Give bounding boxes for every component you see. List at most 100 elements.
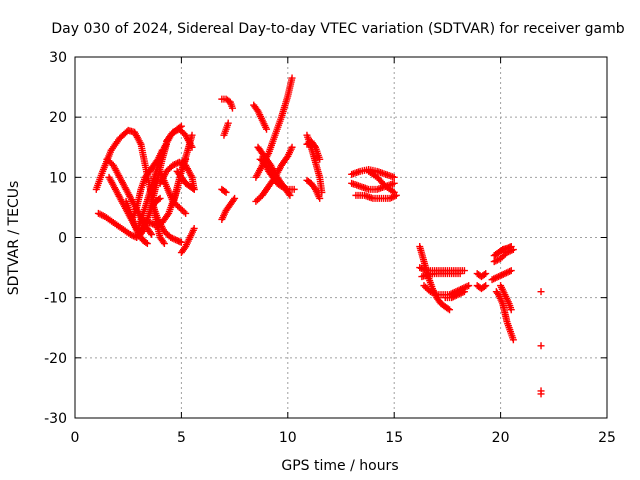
data-point-marker — [143, 240, 151, 248]
data-point-marker — [537, 288, 545, 296]
y-tick-label: 20 — [49, 110, 67, 126]
data-series-segment — [220, 119, 232, 139]
x-tick-label: 20 — [492, 430, 510, 446]
data-point-marker — [488, 276, 496, 284]
data-point-marker — [461, 283, 469, 291]
data-point-marker — [480, 283, 488, 291]
y-tick-label: 10 — [49, 170, 67, 186]
data-point-marker — [503, 249, 511, 257]
data-point-marker — [177, 238, 185, 246]
data-point-marker — [170, 127, 178, 135]
data-point-marker — [460, 267, 468, 275]
data-series-segment — [537, 390, 545, 398]
data-series-segment — [365, 167, 398, 196]
data-series-segment — [488, 267, 515, 284]
data-point-marker — [147, 219, 155, 227]
data-point-marker — [508, 246, 516, 254]
data-series-segment — [218, 95, 236, 112]
data-point-marker — [452, 291, 460, 299]
data-point-marker — [189, 184, 197, 192]
data-series-segment — [218, 194, 239, 223]
data-point-marker — [164, 211, 172, 219]
data-point-marker — [288, 143, 296, 151]
data-point-marker — [498, 271, 506, 279]
data-series-segment — [303, 176, 324, 202]
y-tick-label: -30 — [44, 411, 67, 427]
data-series-segment — [128, 146, 166, 223]
data-point-marker — [169, 161, 177, 169]
data-point-marker — [446, 306, 454, 314]
data-point-marker — [142, 239, 150, 247]
data-points — [92, 74, 545, 398]
data-point-marker — [507, 306, 515, 314]
data-point-marker — [507, 267, 515, 275]
data-point-marker — [170, 235, 178, 243]
data-point-marker — [499, 270, 507, 278]
data-point-marker — [459, 288, 467, 296]
grid-lines — [75, 57, 607, 418]
data-point-marker — [277, 182, 285, 190]
data-point-marker — [148, 230, 156, 238]
data-point-marker — [141, 216, 149, 224]
data-point-marker — [502, 269, 510, 277]
data-series-segment — [148, 197, 185, 246]
data-point-marker — [428, 288, 436, 296]
data-point-marker — [190, 224, 198, 232]
data-series-segment — [473, 282, 490, 293]
data-point-marker — [282, 185, 290, 193]
data-point-marker — [221, 187, 229, 195]
data-point-marker — [463, 282, 471, 290]
y-tick-label: 30 — [49, 50, 67, 66]
data-point-marker — [416, 264, 424, 272]
data-series-segment — [348, 166, 398, 181]
data-point-marker — [281, 184, 289, 192]
data-point-marker — [142, 217, 150, 225]
data-point-marker — [506, 267, 514, 275]
data-point-marker — [286, 191, 294, 199]
data-point-marker — [493, 256, 501, 264]
data-series-segment — [490, 246, 517, 266]
axis-ticks: 0 5 10 15 20 25 30 20 10 0 -10 -20 -30 — [44, 50, 616, 446]
x-tick-label: 10 — [279, 430, 297, 446]
data-point-marker — [170, 161, 178, 169]
data-point-marker — [168, 234, 176, 242]
data-point-marker — [480, 271, 488, 279]
x-tick-label: 0 — [71, 430, 80, 446]
data-point-marker — [417, 264, 425, 272]
data-point-marker — [155, 195, 163, 203]
data-point-marker — [419, 265, 427, 273]
data-point-marker — [94, 209, 102, 217]
data-point-marker — [460, 288, 468, 296]
data-series-segment — [250, 101, 271, 133]
data-series-segment — [441, 288, 468, 302]
data-point-marker — [190, 185, 198, 193]
data-point-marker — [493, 273, 501, 281]
data-point-marker — [172, 160, 180, 168]
data-point-marker — [188, 131, 196, 139]
data-point-marker — [390, 173, 398, 181]
data-series-segment — [418, 270, 464, 281]
data-point-marker — [188, 143, 196, 151]
y-tick-label: -10 — [44, 291, 67, 307]
data-point-marker — [465, 282, 473, 290]
data-point-marker — [288, 74, 296, 82]
x-tick-label: 15 — [385, 430, 403, 446]
data-point-marker — [126, 230, 134, 238]
data-point-marker — [496, 272, 504, 280]
data-point-marker — [139, 215, 147, 223]
data-point-marker — [149, 220, 157, 228]
data-point-marker — [316, 155, 324, 163]
data-point-marker — [231, 194, 239, 202]
data-point-marker — [279, 183, 287, 191]
data-point-marker — [169, 128, 177, 136]
data-point-marker — [230, 196, 238, 204]
data-point-marker — [501, 270, 509, 278]
data-point-marker — [449, 293, 457, 301]
x-axis-label: GPS time / hours — [281, 458, 398, 474]
x-tick-label: 25 — [598, 430, 616, 446]
y-tick-label: 0 — [58, 231, 67, 247]
x-tick-label: 5 — [177, 430, 186, 446]
data-series-segment — [348, 179, 398, 193]
data-series-segment — [537, 288, 545, 296]
